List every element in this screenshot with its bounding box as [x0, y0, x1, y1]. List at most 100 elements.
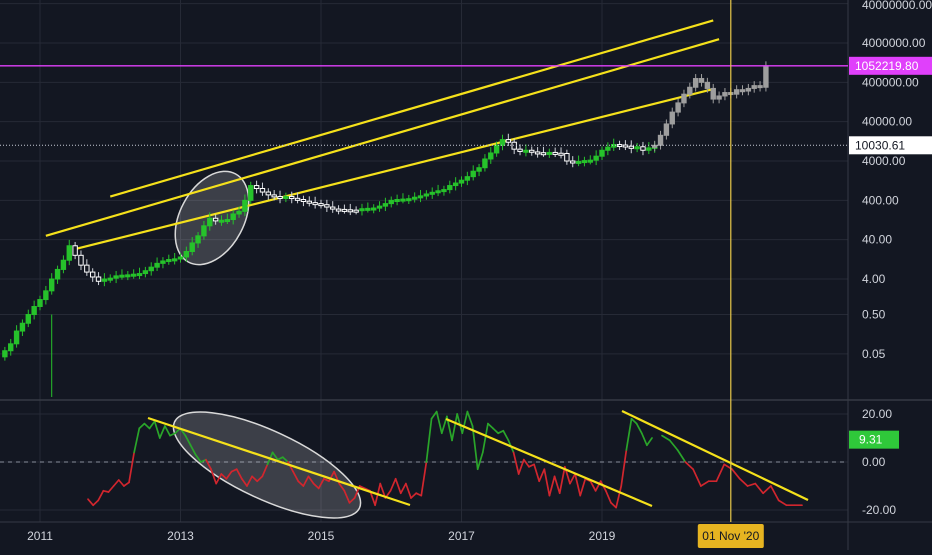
oscillator-segment [143, 422, 151, 430]
candle [300, 198, 307, 202]
oscillator-segment [456, 413, 464, 435]
oscillator-segment [553, 475, 561, 495]
oscillator-segment [251, 475, 259, 483]
channel-lines [45, 19, 720, 251]
projection-candle [663, 123, 670, 136]
candle [511, 141, 517, 150]
oscillator-trendline [147, 416, 411, 507]
oscillator-segment [399, 482, 407, 495]
oscillator-segment [569, 473, 576, 485]
candle [224, 219, 231, 223]
oscillator-segment [261, 463, 269, 478]
oscillator-segment [215, 473, 223, 485]
oscillator-segment [256, 475, 264, 483]
oscillator-segment [307, 475, 315, 485]
oscillator-lines [87, 410, 803, 509]
candle [148, 266, 154, 272]
projection-candle [739, 89, 746, 93]
oscillator-segment [348, 497, 356, 504]
osc-tick-label: 0.00 [862, 455, 886, 469]
candle [8, 343, 14, 352]
oscillator-segment [169, 432, 177, 437]
time-tick-label: 2015 [308, 529, 335, 543]
candle [558, 152, 564, 156]
oscillator-segment [210, 468, 218, 485]
candle [499, 139, 506, 146]
oscillator-segment [502, 429, 510, 442]
projection-candle [698, 78, 705, 83]
candle [271, 194, 277, 198]
candle [19, 322, 26, 332]
projection-candle [675, 102, 681, 113]
candle [570, 160, 576, 164]
oscillator-segment [548, 475, 556, 497]
candle [207, 217, 213, 227]
price-tick-label: 400000.00 [862, 75, 919, 89]
oscillator-segment [97, 489, 105, 502]
price-tick-label: 0.50 [862, 308, 886, 322]
candle [605, 146, 611, 151]
oscillator-segment [461, 410, 469, 435]
overlays [0, 0, 848, 522]
candle [335, 208, 342, 212]
candle [640, 146, 646, 151]
oscillator-trendlines [147, 410, 809, 508]
oscillator-segment [410, 492, 417, 499]
oscillator-segment [574, 473, 582, 497]
candle [593, 155, 599, 161]
candle [622, 144, 629, 148]
oscillator-segment [276, 456, 284, 461]
candle [634, 146, 640, 150]
price-pane[interactable] [2, 19, 769, 397]
projection-candle [763, 65, 769, 88]
candle [31, 305, 37, 316]
oscillator-pane[interactable] [87, 391, 809, 539]
oscillator-segment [281, 456, 289, 463]
oscillator-segment [328, 470, 335, 483]
candle [130, 273, 137, 277]
candle [142, 270, 149, 275]
candle [248, 185, 254, 201]
candle [72, 245, 78, 256]
candle [353, 209, 359, 213]
horizontal-level-label: 1052219.80 [855, 59, 919, 73]
candle [464, 176, 471, 181]
candle [89, 271, 96, 278]
oscillator-segment [302, 475, 310, 487]
oscillator-segment [533, 463, 541, 483]
candle [599, 149, 605, 157]
price-tick-label: 4000000.00 [862, 36, 926, 50]
oscillator-segment [487, 422, 494, 430]
oscillator-segment [240, 477, 248, 487]
oscillator-segment [770, 485, 780, 502]
candle [347, 209, 353, 213]
candle [452, 182, 459, 187]
oscillator-segment [92, 499, 100, 507]
oscillator-segment [476, 451, 484, 471]
candle [160, 260, 166, 264]
projection-candle [687, 86, 693, 95]
oscillator-segment [731, 468, 741, 480]
oscillator-segment [246, 475, 253, 487]
oscillator-segment [615, 485, 623, 509]
oscillator-segment [512, 451, 520, 475]
oscillator-segment [107, 485, 115, 493]
candle [60, 259, 67, 270]
candle [540, 152, 547, 156]
candle [283, 196, 289, 200]
oscillator-segment [123, 481, 130, 487]
time-tick-label: 2019 [589, 529, 616, 543]
candle [435, 190, 441, 194]
oscillator-segment [312, 482, 320, 490]
oscillator-segment [517, 458, 525, 475]
oscillator-segment [343, 489, 351, 504]
time-tick-label: 2011 [27, 529, 53, 543]
oscillator-segment [466, 410, 474, 427]
price-tick-label: 40000000.00 [862, 0, 932, 12]
oscillator-segment [715, 463, 726, 483]
price-tick-label: 400.00 [862, 193, 899, 207]
candle [318, 203, 324, 207]
oscillator-segment [164, 425, 171, 437]
candle [330, 206, 336, 210]
